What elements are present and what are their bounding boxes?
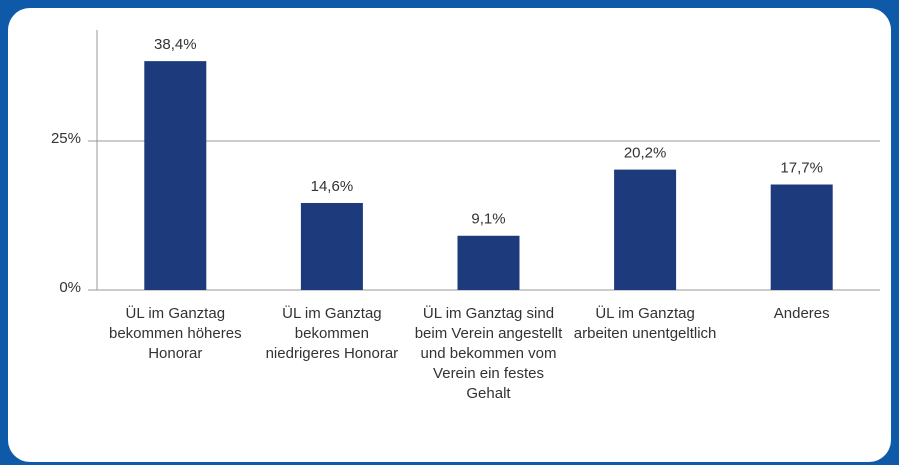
panel	[8, 8, 891, 462]
bar	[770, 184, 833, 290]
value-label: 14,6%	[311, 178, 354, 195]
x-tick-label: ÜL im Ganztag arbeiten unentgeltlich	[573, 305, 717, 342]
value-label: 17,7%	[780, 159, 823, 176]
bar	[614, 169, 677, 290]
x-tick-label: ÜL im Ganztag bekommen höheres Honorar	[109, 305, 242, 362]
y-tick-label: 0%	[59, 279, 81, 296]
bar	[457, 235, 520, 290]
x-tick-label: ÜL im Ganztag bekommen niedrigeres Honor…	[265, 305, 399, 362]
value-label: 9,1%	[471, 211, 505, 228]
x-tick-label: ÜL im Ganztag sind beim Verein angestell…	[414, 305, 563, 402]
bar	[300, 202, 363, 290]
x-tick-label: Anderes	[773, 305, 830, 322]
y-tick-label: 25%	[51, 130, 81, 147]
bar	[144, 61, 207, 290]
value-label: 38,4%	[154, 36, 197, 53]
value-label: 20,2%	[624, 145, 667, 162]
